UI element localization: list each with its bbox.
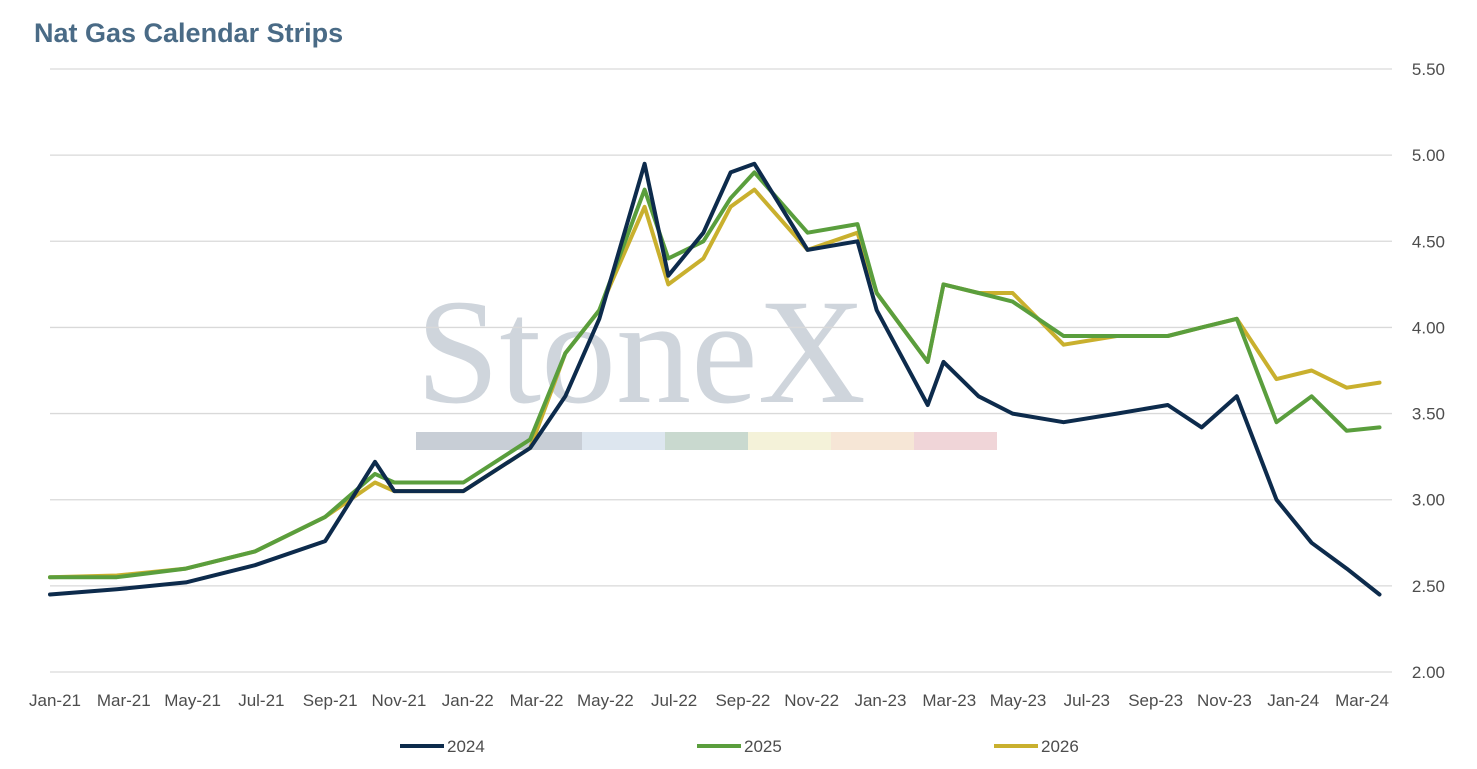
watermark-band xyxy=(416,432,499,450)
y-tick-label: 2.00 xyxy=(1412,663,1445,682)
gridlines xyxy=(50,68,1392,673)
x-axis-ticks: Jan-21 Mar-21 May-21 Jul-21 Sep-21 Nov-21 Jan-… xyxy=(29,691,1389,710)
legend-label-2025: 2025 xyxy=(744,737,782,756)
x-tick-label: Mar-23 xyxy=(922,691,976,710)
y-axis-ticks: 2.00 2.50 3.00 3.50 4.00 4.50 5.00 5.50 xyxy=(1412,60,1445,682)
y-tick-label: 4.00 xyxy=(1412,318,1445,337)
x-tick-label: Sep-21 xyxy=(303,691,358,710)
series-line-2025 xyxy=(48,170,1382,580)
x-tick-label: May-21 xyxy=(164,691,221,710)
x-tick-label: Mar-21 xyxy=(97,691,151,710)
x-tick-label: Sep-22 xyxy=(715,691,770,710)
x-tick-label: Jan-21 xyxy=(29,691,81,710)
y-tick-label: 4.50 xyxy=(1412,232,1445,251)
y-tick-label: 5.50 xyxy=(1412,60,1445,79)
y-tick-label: 2.50 xyxy=(1412,577,1445,596)
x-tick-label: Jan-24 xyxy=(1267,691,1319,710)
x-tick-label: Jan-22 xyxy=(442,691,494,710)
watermark-band xyxy=(914,432,997,450)
legend-label-2024: 2024 xyxy=(447,737,485,756)
x-tick-label: Sep-23 xyxy=(1128,691,1183,710)
x-tick-label: Jul-21 xyxy=(238,691,284,710)
watermark-band xyxy=(582,432,665,450)
x-tick-label: Nov-23 xyxy=(1197,691,1252,710)
watermark-band xyxy=(748,432,831,450)
x-tick-label: Jul-23 xyxy=(1064,691,1110,710)
x-tick-label: Jan-23 xyxy=(854,691,906,710)
watermark-band xyxy=(831,432,914,450)
y-tick-label: 5.00 xyxy=(1412,146,1445,165)
legend-label-2026: 2026 xyxy=(1041,737,1079,756)
chart-title: Nat Gas Calendar Strips xyxy=(34,18,344,48)
y-tick-label: 3.00 xyxy=(1412,491,1445,510)
x-tick-label: Nov-22 xyxy=(784,691,839,710)
legend: 2024 2025 2026 xyxy=(400,737,1079,756)
watermark-text: StoneX xyxy=(416,269,866,435)
x-tick-label: Jul-22 xyxy=(651,691,697,710)
x-tick-label: Mar-22 xyxy=(510,691,564,710)
watermark-band xyxy=(665,432,748,450)
x-tick-label: Nov-21 xyxy=(372,691,427,710)
x-tick-label: May-22 xyxy=(577,691,634,710)
series-line-2024 xyxy=(48,161,1382,597)
x-tick-label: May-23 xyxy=(990,691,1047,710)
x-tick-label: Mar-24 xyxy=(1335,691,1389,710)
y-tick-label: 3.50 xyxy=(1412,405,1445,424)
series-lines xyxy=(48,161,1382,597)
stonex-watermark: StoneX xyxy=(416,269,997,450)
